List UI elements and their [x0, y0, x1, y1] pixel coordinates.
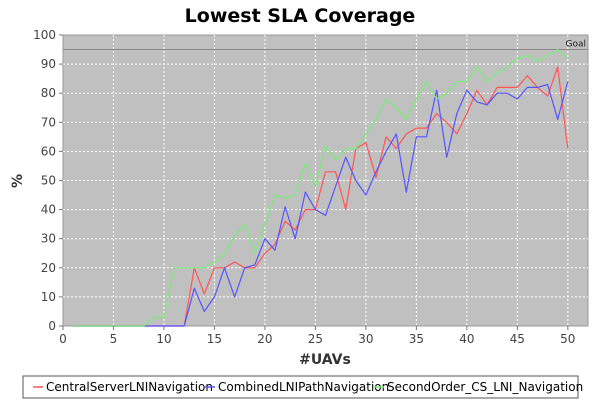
x-tick-label: 10 — [156, 332, 171, 346]
legend-items: CentralServerLNINavigation CombinedLNIPat… — [33, 380, 583, 394]
y-axis-ticks: 0 10 20 30 40 50 60 70 80 90 100 — [33, 28, 63, 333]
legend-label-0: CentralServerLNINavigation — [46, 380, 213, 394]
legend-box — [22, 375, 579, 399]
series-line-2 — [73, 48, 569, 327]
y-tick-label: 90 — [41, 57, 56, 71]
x-axis-ticks: 0 5 10 15 20 25 30 35 40 45 50 — [59, 326, 575, 346]
y-tick-label: 80 — [41, 86, 56, 100]
y-tick-label: 20 — [41, 261, 56, 275]
x-tick-label: 15 — [207, 332, 222, 346]
y-tick-label: 60 — [41, 144, 56, 158]
y-tick-label: 30 — [41, 232, 56, 246]
x-tick-label: 5 — [110, 332, 118, 346]
x-tick-label: 35 — [409, 332, 424, 346]
x-tick-label: 20 — [257, 332, 272, 346]
x-tick-label: 45 — [510, 332, 525, 346]
plot-area — [62, 34, 589, 327]
x-tick-label: 30 — [358, 332, 373, 346]
x-tick-label: 25 — [308, 332, 323, 346]
series-layer — [73, 48, 569, 327]
y-tick-label: 100 — [33, 28, 56, 42]
y-tick-label: 50 — [41, 174, 56, 188]
x-tick-label: 0 — [59, 332, 67, 346]
y-tick-label: 0 — [48, 319, 56, 333]
legend-label-2: SecondOrder_CS_LNI_Navigation — [387, 380, 583, 394]
goal-label: Goal — [566, 40, 587, 50]
x-axis-label: #UAVs — [299, 352, 351, 368]
goal-layer: Goal — [63, 40, 588, 51]
series-line-1 — [73, 81, 569, 327]
y-axis-label: % — [10, 174, 26, 188]
legend-label-1: CombinedLNIPathNavigation — [218, 380, 389, 394]
y-tick-label: 70 — [41, 115, 56, 129]
x-tick-label: 50 — [560, 332, 575, 346]
y-tick-label: 10 — [41, 290, 56, 304]
chart-title: Lowest SLA Coverage — [185, 5, 416, 27]
x-tick-label: 40 — [459, 332, 474, 346]
legend: CentralServerLNINavigation CombinedLNIPat… — [22, 375, 583, 399]
y-tick-label: 40 — [41, 203, 56, 217]
